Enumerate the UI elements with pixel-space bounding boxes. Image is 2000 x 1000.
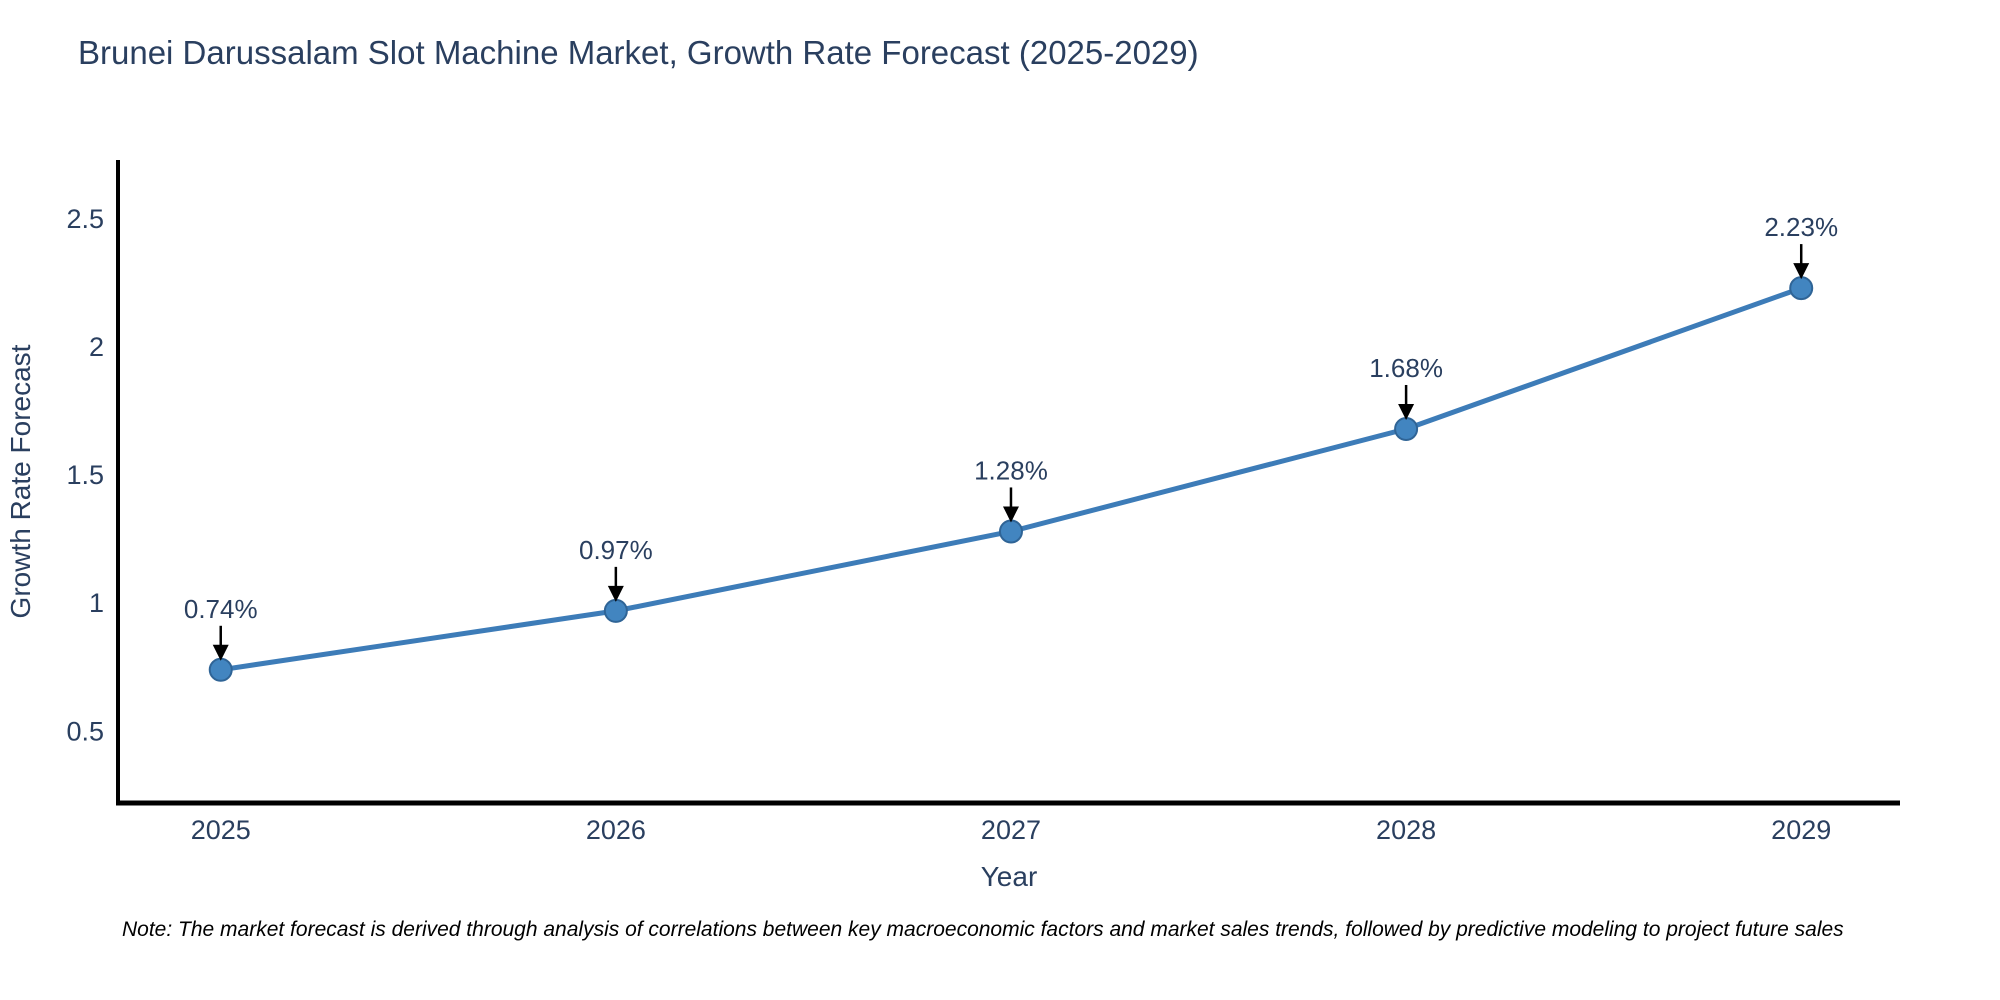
y-tick-labels-group: 0.5 1 1.5 2 2.5: [66, 204, 104, 746]
y-tick-label: 1: [89, 588, 104, 618]
data-point-marker: [1789, 276, 1814, 301]
y-tick-label: 1.5: [66, 460, 104, 490]
x-tick-label: 2029: [1771, 815, 1831, 845]
data-point-marker: [603, 598, 628, 623]
y-tick-label: 0.5: [66, 716, 104, 746]
annotation-arrow-head: [1398, 403, 1415, 420]
annotation-arrow-head: [607, 585, 624, 602]
x-tick-labels-group: 2025 2026 2027 2028 2029: [191, 815, 1832, 845]
annotation-label: 0.97%: [579, 535, 653, 565]
annotation-arrow-head: [212, 644, 229, 661]
data-point-marker: [208, 657, 233, 682]
footnote: Note: The market forecast is derived thr…: [122, 918, 1844, 941]
series-group: [208, 276, 1814, 682]
annotation-label: 1.68%: [1369, 353, 1443, 383]
x-tick-label: 2025: [191, 815, 251, 845]
x-tick-label: 2026: [586, 815, 646, 845]
y-tick-label: 2.5: [66, 204, 104, 234]
annotation-label: 0.74%: [184, 594, 258, 624]
y-axis-label: Growth Rate Forecast: [5, 344, 36, 618]
annotation-label: 2.23%: [1764, 212, 1838, 242]
data-point-marker: [1394, 416, 1419, 441]
annotation-label: 1.28%: [974, 455, 1048, 485]
data-point-marker: [998, 519, 1023, 544]
y-tick-label: 2: [89, 332, 104, 362]
axes-group: [116, 160, 1900, 806]
chart-title: Brunei Darussalam Slot Machine Market, G…: [78, 34, 1199, 71]
annotations-group: 0.74% 0.97% 1.28% 1.68% 2.23%: [184, 212, 1838, 661]
annotation-arrow-head: [1002, 506, 1019, 523]
x-axis-label: Year: [981, 861, 1038, 892]
x-tick-label: 2028: [1376, 815, 1436, 845]
annotation-arrow-head: [1793, 263, 1810, 280]
x-tick-label: 2027: [981, 815, 1041, 845]
